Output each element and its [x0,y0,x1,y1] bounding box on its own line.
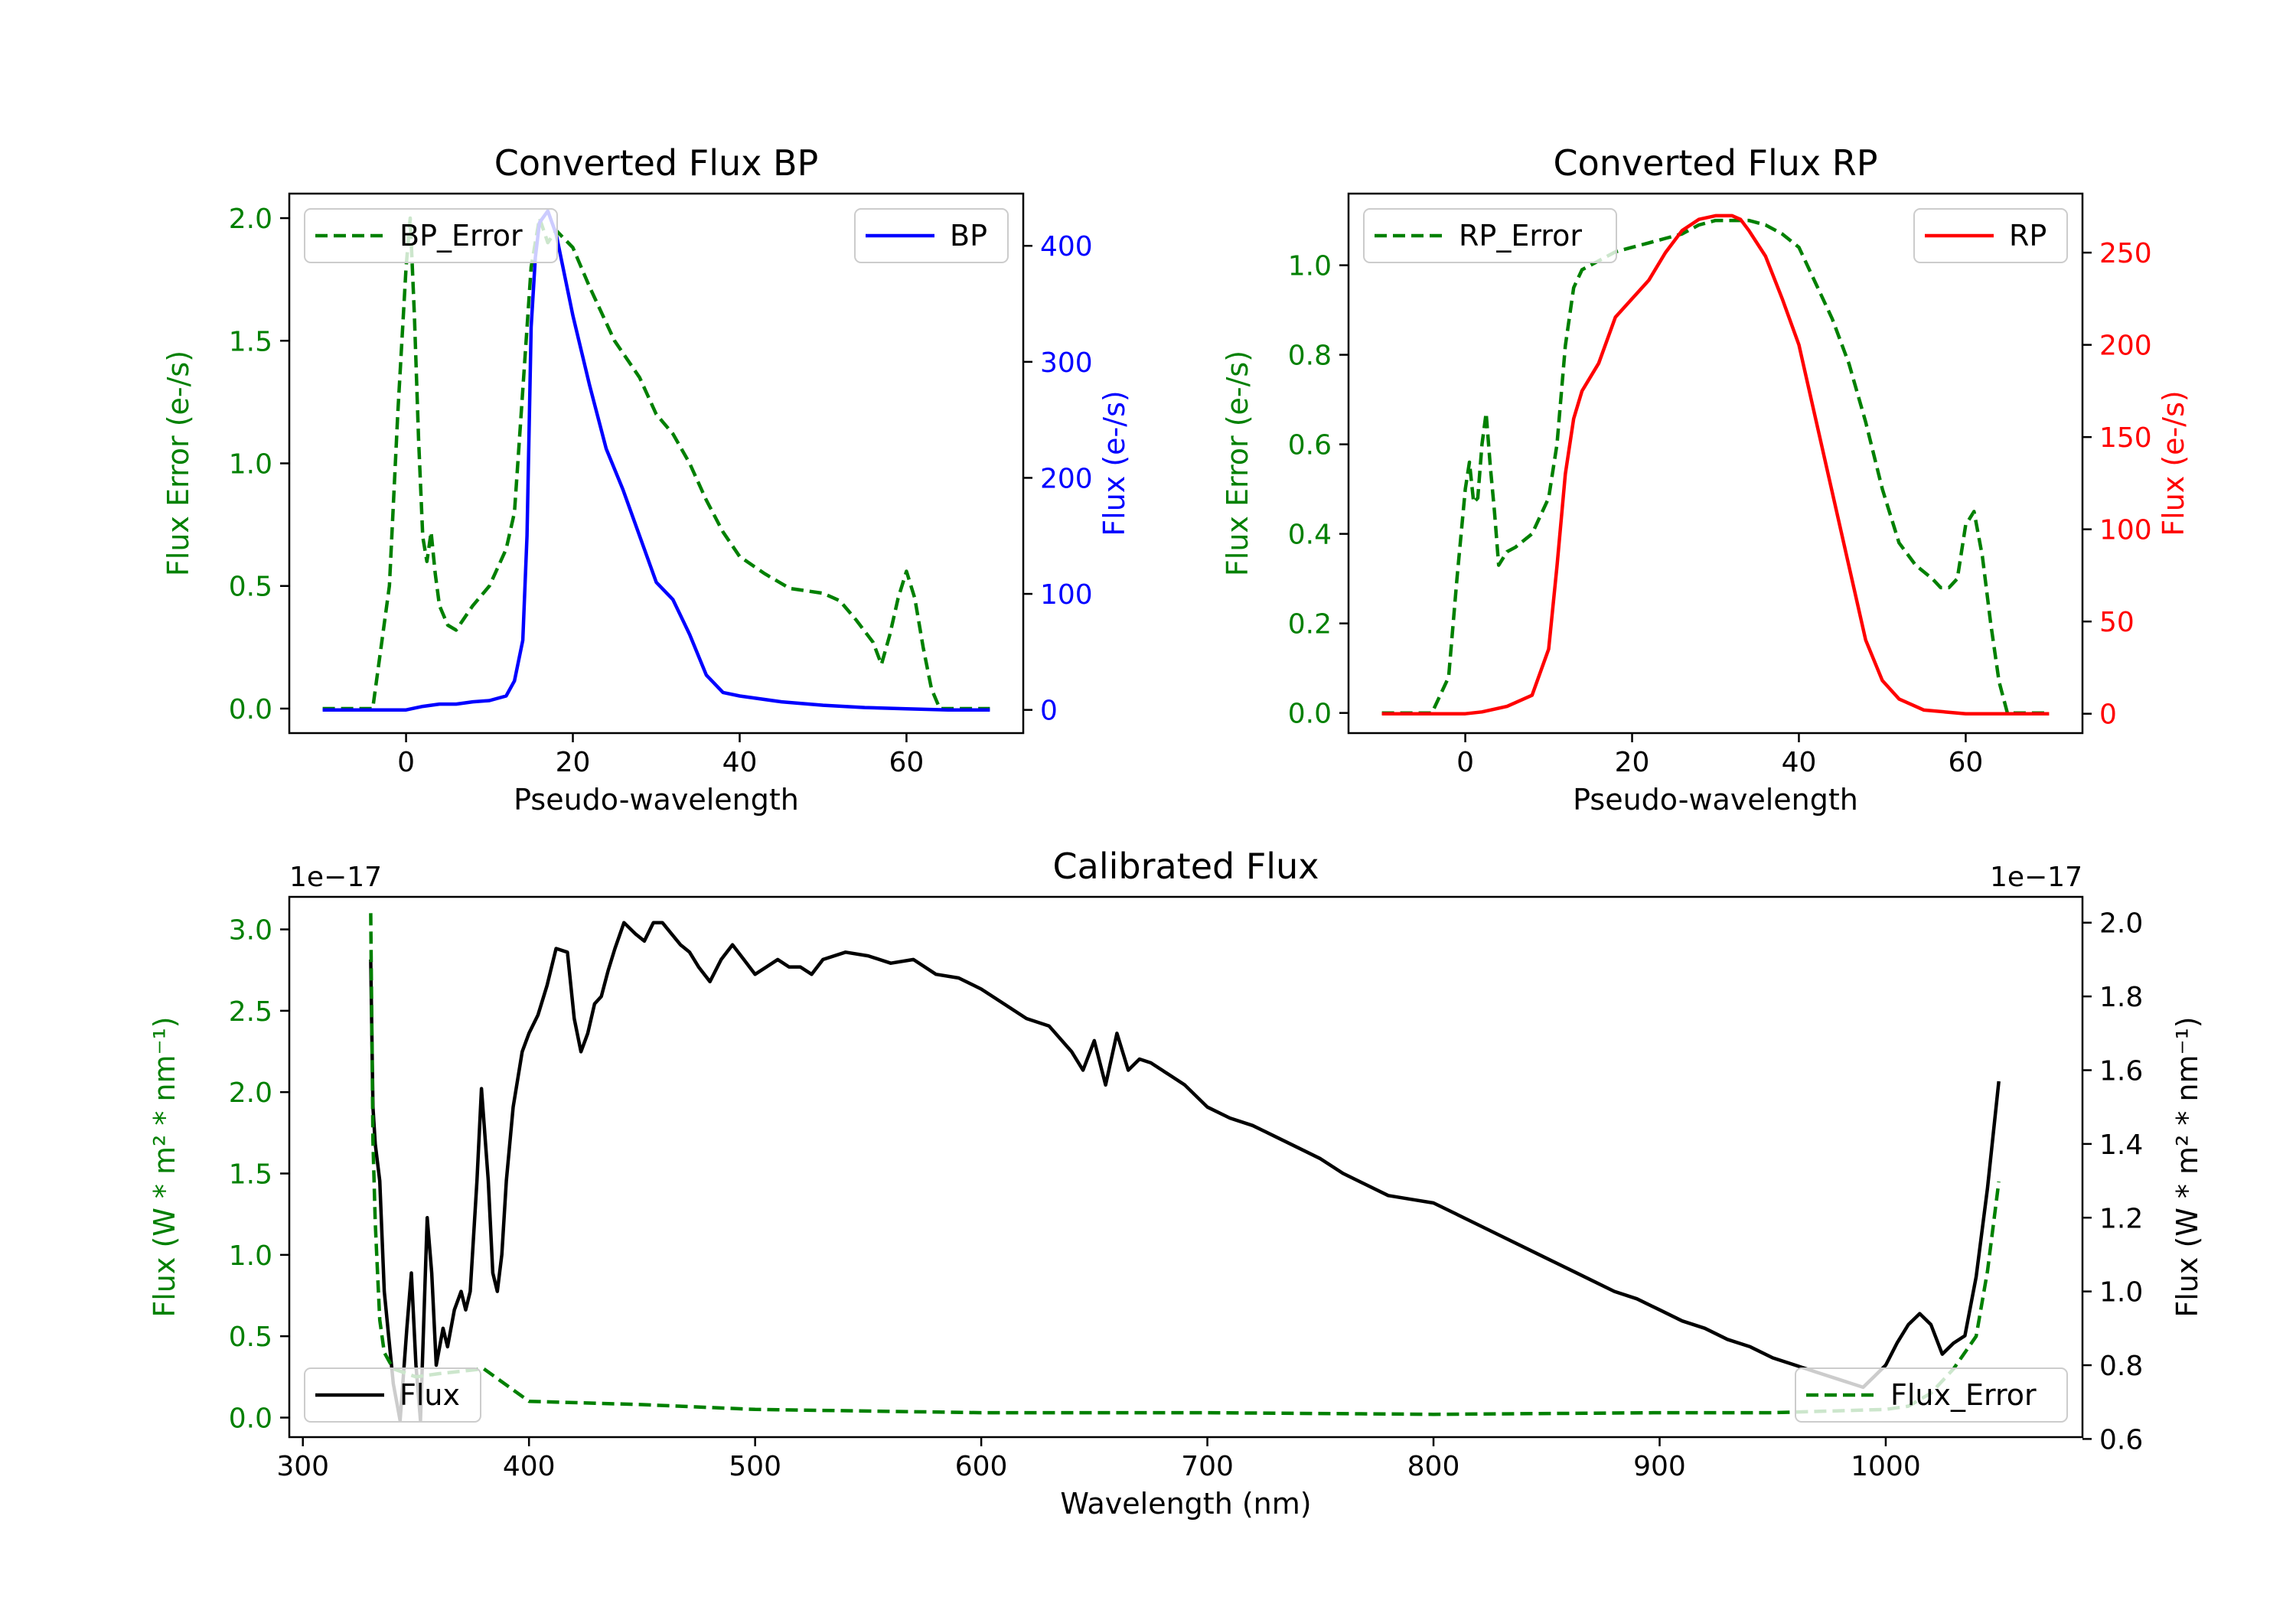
chart-title: Converted Flux BP [494,142,819,184]
x-tick-label: 20 [556,747,591,778]
y-right-tick-label: 400 [1040,231,1093,262]
y-right-tick-label: 100 [1040,579,1093,611]
chart-title: Calibrated Flux [1053,846,1319,887]
chart-title: Converted Flux RP [1554,142,1878,184]
y-left-tick-label: 1.0 [229,449,272,481]
y-left-tick-label: 0.0 [229,694,272,725]
y-right-tick-label: 0.6 [2099,1424,2143,1455]
x-tick-label: 500 [729,1451,781,1482]
legend-label: RP_Error [1459,219,1582,253]
x-tick-label: 600 [955,1451,1008,1482]
y-left-tick-label: 2.5 [229,996,272,1028]
y-right-tick-label: 1.4 [2099,1129,2143,1161]
y-left-tick-label: 3.0 [229,915,272,947]
y-right-tick-label: 1.0 [2099,1277,2143,1309]
chart-calibrated: Calibrated Flux 300 400 500 600 700 800 900 1000… [148,846,2204,1521]
legend-rp: RP [1913,208,2068,263]
y-left-tick-label: 1.0 [229,1240,272,1272]
x-tick-label: 800 [1407,1451,1460,1482]
legend-box [304,1367,481,1423]
series-line-flux [369,921,2001,1423]
plot-frame [1347,192,2084,735]
y-right-tick-label: 200 [2099,331,2152,362]
y-left-tick-label: 0.6 [1288,430,1332,461]
x-axis-label: Wavelength (nm) [1060,1487,1311,1521]
x-tick-label: 60 [1949,747,1984,778]
y-right-tick-label: 250 [2099,238,2152,269]
y-left-offset-text: 1e−17 [289,862,382,893]
y-right-tick-label: 0 [1040,696,1058,727]
legend-rp-error: RP_Error [1363,208,1617,263]
y-right-tick-label: 1.6 [2099,1055,2143,1087]
y-left-tick-label: 2.0 [229,204,272,235]
legend-label: Flux_Error [1890,1378,2037,1412]
x-tick-label: 300 [276,1451,329,1482]
y-left-axis-label: Flux (W * m² * nm⁻¹) [148,1016,181,1317]
x-tick-label: 20 [1615,747,1650,778]
x-tick-label: 40 [722,747,758,778]
y-right-tick-label: 300 [1040,347,1093,379]
x-axis-label: Pseudo-wavelength [514,783,799,817]
y-right-tick-label: 100 [2099,515,2152,546]
legend-flux-error: Flux_Error [1795,1367,2068,1423]
x-tick-label: 40 [1782,747,1817,778]
y-right-axis-label: Flux (e-/s) [2157,390,2190,536]
legend-bp-error: BP_Error [304,208,558,263]
y-right-axis-label: Flux (W * m² * nm⁻¹) [2170,1016,2204,1317]
x-tick-label: 1000 [1851,1451,1921,1482]
y-left-tick-label: 0.0 [1288,699,1332,730]
series-line-rp [1381,214,2050,715]
y-left-tick-label: 0.4 [1288,520,1332,551]
y-left-axis-label: Flux Error (e-/s) [1221,350,1254,576]
legend-label: Flux [400,1378,460,1412]
series-line-flux-error [369,913,2001,1416]
x-tick-label: 60 [889,747,925,778]
x-tick-label: 900 [1633,1451,1686,1482]
legend-box [304,208,558,263]
series-line-bp-error [322,216,990,711]
legend-label: BP [950,219,987,253]
y-right-tick-label: 200 [1040,463,1093,494]
y-left-tick-label: 0.5 [229,1322,272,1353]
y-left-axis-label: Flux Error (e-/s) [161,350,195,576]
y-left-tick-label: 1.5 [229,326,272,357]
y-right-tick-label: 0.8 [2099,1351,2143,1382]
x-tick-label: 0 [1456,747,1474,778]
legend-label: BP_Error [400,219,523,253]
legend-label: RP [2009,219,2047,253]
legend-box [1363,208,1617,263]
y-right-tick-label: 150 [2099,422,2152,454]
y-right-tick-label: 1.2 [2099,1203,2143,1234]
plot-frame [288,192,1025,735]
x-axis-label: Pseudo-wavelength [1573,783,1858,817]
legend-flux: Flux [304,1367,481,1423]
x-tick-label: 0 [397,747,415,778]
y-right-tick-label: 50 [2099,607,2135,638]
y-left-tick-label: 0.2 [1288,609,1332,641]
series-line-bp [322,209,990,712]
y-right-tick-label: 1.8 [2099,982,2143,1013]
y-right-offset-text: 1e−17 [1990,862,2082,893]
plot-frame [288,895,2084,1439]
y-right-tick-label: 0 [2099,699,2117,731]
y-right-tick-label: 2.0 [2099,908,2143,940]
y-left-tick-label: 2.0 [229,1077,272,1109]
x-tick-label: 700 [1181,1451,1234,1482]
y-left-tick-label: 0.0 [229,1403,272,1434]
chart-rp: Converted Flux RP 0 20 40 60 Pseudo-wavelengt… [1221,142,2190,817]
y-left-tick-label: 1.0 [1288,251,1332,282]
y-left-tick-label: 0.5 [229,572,272,603]
chart-bp: Converted Flux BP 0 20 40 60 Pseudo-wavelengt… [161,142,1131,817]
y-left-tick-label: 0.8 [1288,341,1332,372]
y-right-axis-label: Flux (e-/s) [1097,390,1131,536]
legend-bp: BP [854,208,1009,263]
legend-box [1795,1367,2068,1423]
y-left-tick-label: 1.5 [229,1159,272,1191]
x-tick-label: 400 [503,1451,556,1482]
series-line-rp-error [1381,218,2050,715]
